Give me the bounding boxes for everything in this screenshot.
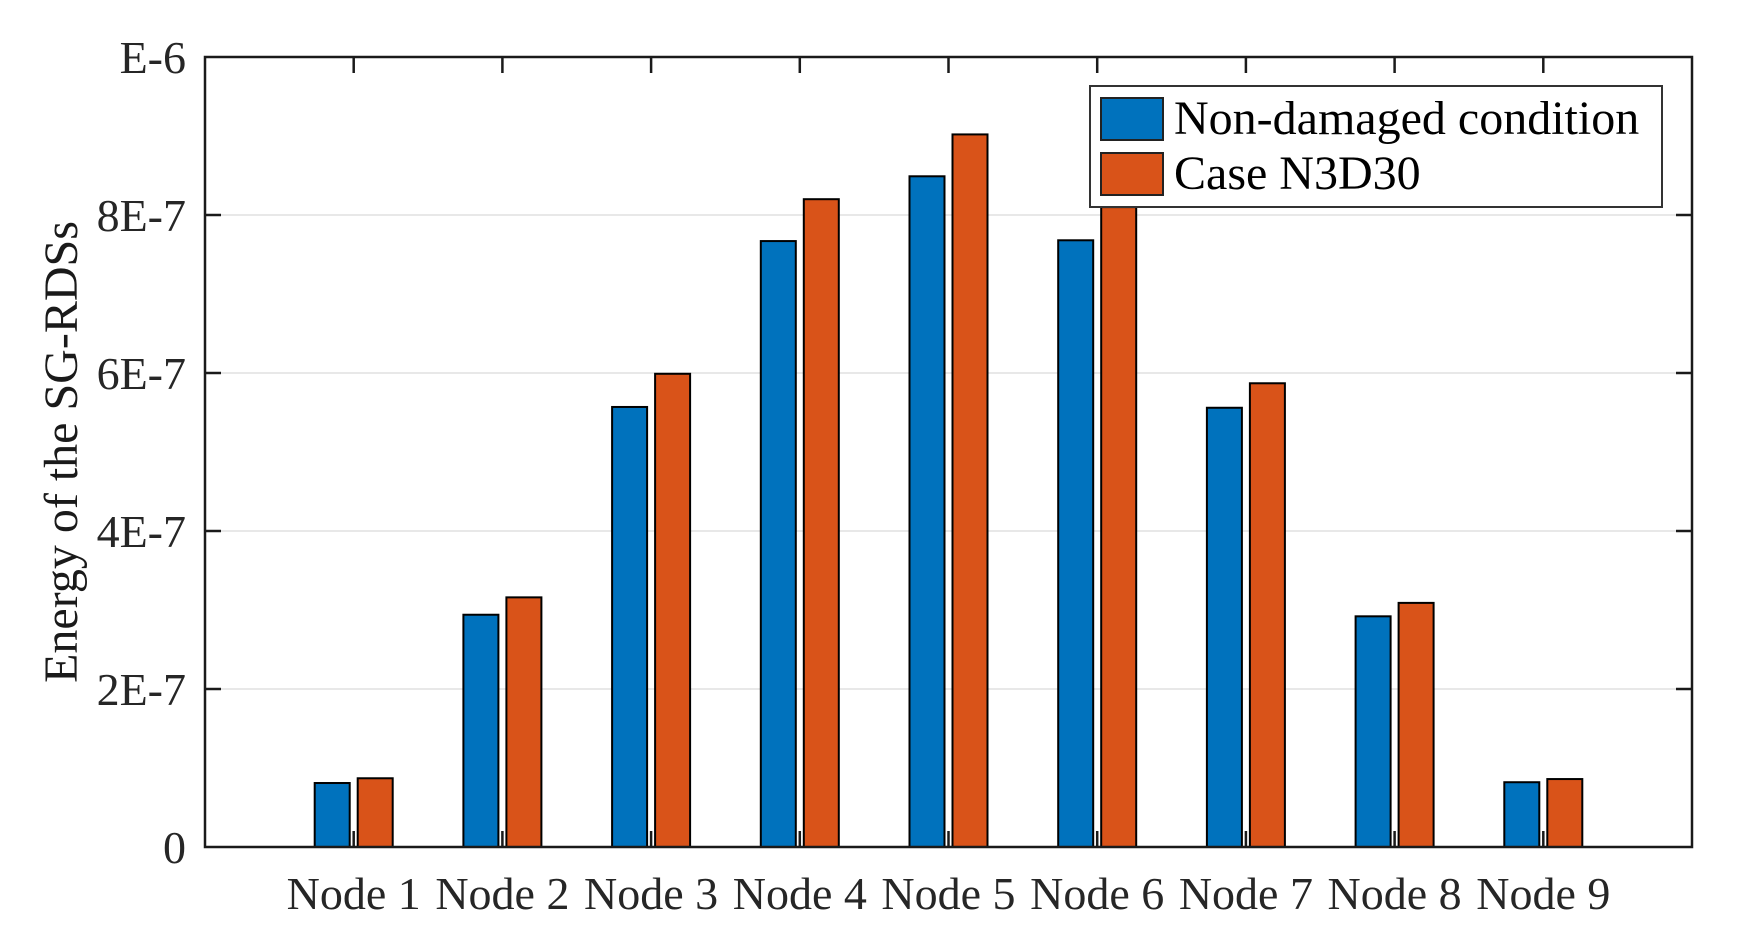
bar-non-damaged-node-5 (908, 175, 946, 849)
x-tick-label: Node 2 (435, 868, 569, 919)
bar-case-n3d30-node-3 (654, 372, 692, 848)
bar-non-damaged-node-9 (1503, 781, 1541, 848)
y-tick-label: 2E-7 (97, 664, 186, 715)
bar-case-n3d30-node-8 (1397, 601, 1435, 849)
legend-swatch-case-n3d30-icon (1100, 152, 1164, 197)
bar-case-n3d30-node-6 (1100, 206, 1138, 849)
legend-label-case-n3d30: Case N3D30 (1174, 147, 1421, 201)
plot-border (203, 55, 1694, 849)
bar-case-n3d30-node-2 (505, 596, 543, 848)
x-tick-label: Node 4 (733, 868, 867, 919)
bar-non-damaged-node-2 (462, 613, 500, 848)
x-tick-label: Node 8 (1328, 868, 1462, 919)
y-tick-label: E-6 (120, 32, 186, 83)
x-tick-label: Node 3 (584, 868, 718, 919)
bar-case-n3d30-node-7 (1248, 382, 1286, 848)
legend-item-case-n3d30: Case N3D30 (1100, 150, 1661, 198)
bar-non-damaged-node-7 (1205, 406, 1243, 848)
legend-swatch-non-damaged-icon (1100, 96, 1164, 141)
y-tick-label: 6E-7 (97, 348, 186, 399)
bar-case-n3d30-node-5 (951, 133, 989, 849)
x-tick-label: Node 5 (881, 868, 1015, 919)
y-tick-label: 4E-7 (97, 506, 186, 557)
legend: Non-damaged condition Case N3D30 (1089, 85, 1663, 208)
y-tick-label: 0 (163, 822, 186, 873)
legend-label-non-damaged: Non-damaged condition (1174, 91, 1640, 145)
x-tick-label: Node 1 (287, 868, 421, 919)
y-axis-label: Energy of the SG-RDSs (35, 221, 88, 683)
bar-case-n3d30-node-9 (1546, 778, 1584, 848)
bar-non-damaged-node-3 (611, 405, 649, 848)
x-tick-label: Node 9 (1476, 868, 1610, 919)
bar-non-damaged-node-6 (1057, 239, 1095, 848)
x-tick-label: Node 6 (1030, 868, 1164, 919)
bar-case-n3d30-node-1 (356, 777, 394, 849)
bar-non-damaged-node-8 (1354, 615, 1392, 848)
y-tick-label: 8E-7 (97, 190, 186, 241)
bar-non-damaged-node-1 (313, 782, 351, 849)
bar-non-damaged-node-4 (759, 240, 797, 848)
bar-case-n3d30-node-4 (802, 198, 840, 848)
legend-item-non-damaged: Non-damaged condition (1100, 91, 1661, 145)
x-tick-label: Node 7 (1179, 868, 1313, 919)
